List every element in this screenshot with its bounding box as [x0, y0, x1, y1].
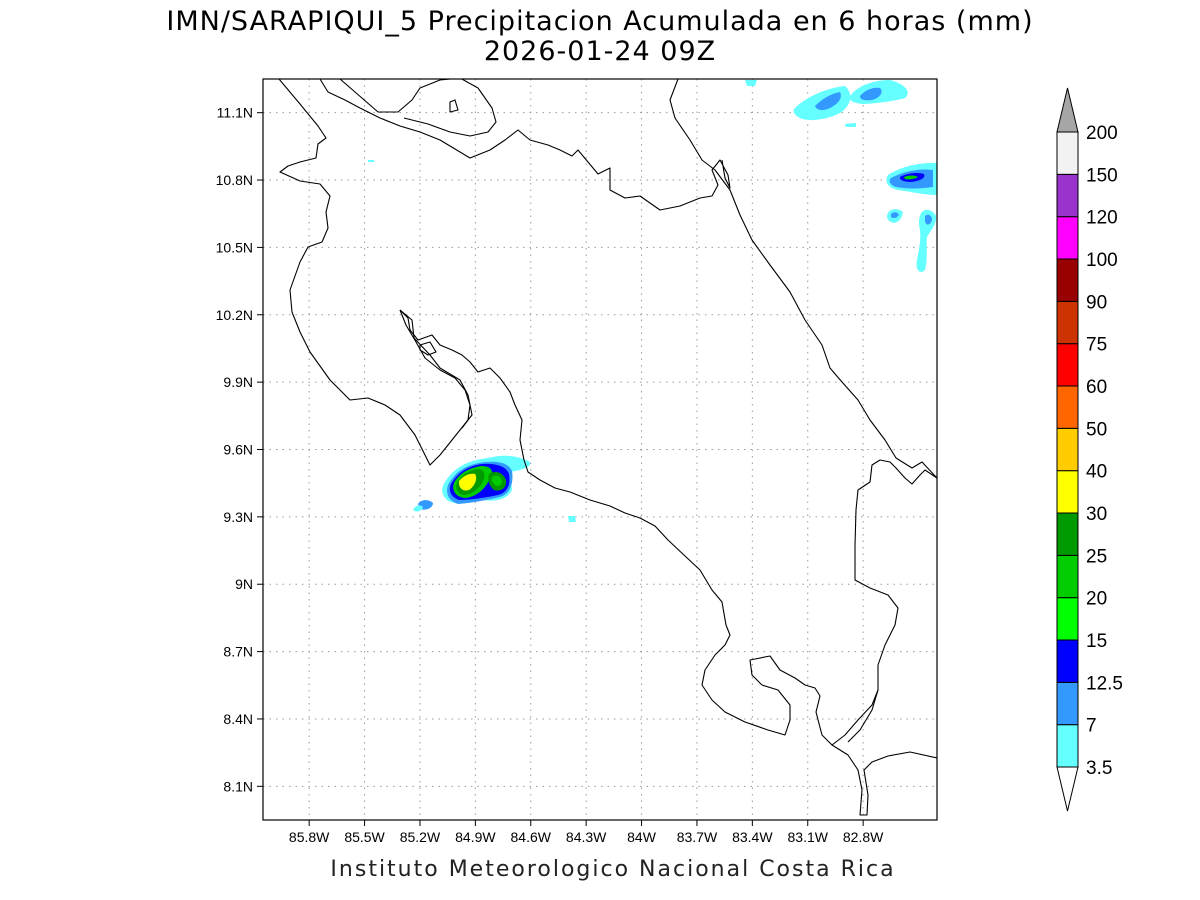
- colorbar-swatch: [1056, 681, 1079, 726]
- y-tick-label: 11.1N: [217, 105, 253, 121]
- colorbar-level-label: 150: [1086, 165, 1118, 186]
- map-subtitle-date: 2026-01-24 09Z: [484, 36, 716, 67]
- colorbar-swatch: [1056, 173, 1079, 218]
- y-tick-label: 9.3N: [223, 509, 253, 525]
- colorbar-level-label: 7: [1086, 716, 1097, 737]
- coastline-caribbean: [669, 79, 937, 479]
- x-tick-label: 84.6W: [511, 829, 552, 845]
- x-tick-label: 85.5W: [344, 829, 385, 845]
- colorbar-swatch: [1056, 258, 1079, 302]
- x-tick-label: 84.9W: [455, 829, 496, 845]
- colorbar-level-label: 90: [1086, 292, 1107, 313]
- colorbar-swatch: [1056, 300, 1079, 345]
- colorbar-level-label: 60: [1086, 377, 1107, 398]
- plot-area: [263, 79, 937, 820]
- colorbar-swatch: [1056, 470, 1079, 514]
- colorbar-level-label: 12.5: [1086, 673, 1123, 694]
- colorbar-level-label: 20: [1086, 589, 1107, 610]
- colorbar-level-label: 25: [1086, 546, 1107, 567]
- x-tick-label: 83.1W: [788, 829, 829, 845]
- axis-ticks: 85.8W 85.5W 85.2W 84.9W 84.6W 84.3W 84W 83.7W 83…: [216, 105, 885, 845]
- y-tick-label: 10.5N: [216, 239, 253, 255]
- precip-cell-caribbean: [368, 80, 937, 272]
- coastlines: [278, 79, 937, 816]
- map-title: IMN/SARAPIQUI_5 Precipitacion Acumulada …: [166, 6, 1033, 37]
- colorbar-level-label: 50: [1086, 419, 1107, 440]
- colorbar-level-label: 30: [1086, 504, 1107, 525]
- footer-institution: Instituto Meteorologico Nacional Costa R…: [330, 857, 895, 882]
- y-tick-label: 10.8N: [216, 172, 253, 188]
- y-tick-label: 10.2N: [216, 307, 253, 323]
- coastline-nicaragua-pacific: [278, 79, 473, 466]
- y-tick-label: 8.1N: [223, 778, 253, 794]
- x-tick-label: 85.2W: [400, 829, 441, 845]
- x-tick-label: 85.8W: [289, 829, 330, 845]
- colorbar-swatch: [1056, 554, 1079, 599]
- colorbar-swatch: [1056, 385, 1079, 429]
- colorbar-level-label: 120: [1086, 208, 1118, 229]
- lake-nicaragua: [319, 79, 731, 211]
- coastline-nicoya-peninsula: [399, 309, 937, 746]
- colorbar-level-label: 200: [1086, 123, 1118, 144]
- colorbar-swatch: [1056, 597, 1079, 641]
- colorbar: 3.5 7 12.5 15 20 25 30 40 50 60 75 90 100 120 150 200: [1056, 87, 1123, 812]
- x-tick-label: 84W: [627, 829, 657, 845]
- colorbar-level-label: 100: [1086, 250, 1118, 271]
- precip-cell-gulf-nicoya: [413, 455, 576, 522]
- y-tick-label: 9N: [235, 576, 253, 592]
- colorbar-level-label: 15: [1086, 631, 1107, 652]
- colorbar-swatch: [1056, 639, 1079, 683]
- colorbar-level-label: 3.5: [1086, 758, 1112, 779]
- y-tick-label: 9.6N: [223, 442, 253, 458]
- grid-lines: [263, 79, 937, 820]
- colorbar-level-label: 40: [1086, 462, 1107, 483]
- colorbar-swatch: [1056, 216, 1079, 260]
- x-tick-label: 83.7W: [677, 829, 718, 845]
- x-tick-label: 84.3W: [566, 829, 607, 845]
- colorbar-level-label: 75: [1086, 335, 1107, 356]
- y-tick-label: 9.9N: [223, 374, 253, 390]
- colorbar-swatch: [1056, 131, 1079, 175]
- colorbar-swatch: [1056, 512, 1079, 556]
- x-tick-label: 82.8W: [843, 829, 884, 845]
- colorbar-under-arrow: [1056, 766, 1079, 812]
- y-tick-label: 8.7N: [223, 644, 253, 660]
- precipitation-field: [368, 80, 937, 522]
- x-tick-label: 83.4W: [732, 829, 773, 845]
- colorbar-swatch: [1056, 427, 1079, 472]
- colorbar-over-arrow: [1056, 87, 1079, 133]
- y-tick-label: 8.4N: [223, 711, 253, 727]
- colorbar-swatch: [1056, 343, 1079, 387]
- colorbar-swatch: [1056, 724, 1079, 768]
- lake-island: [449, 99, 459, 113]
- coastline-burica-panama: [831, 744, 937, 816]
